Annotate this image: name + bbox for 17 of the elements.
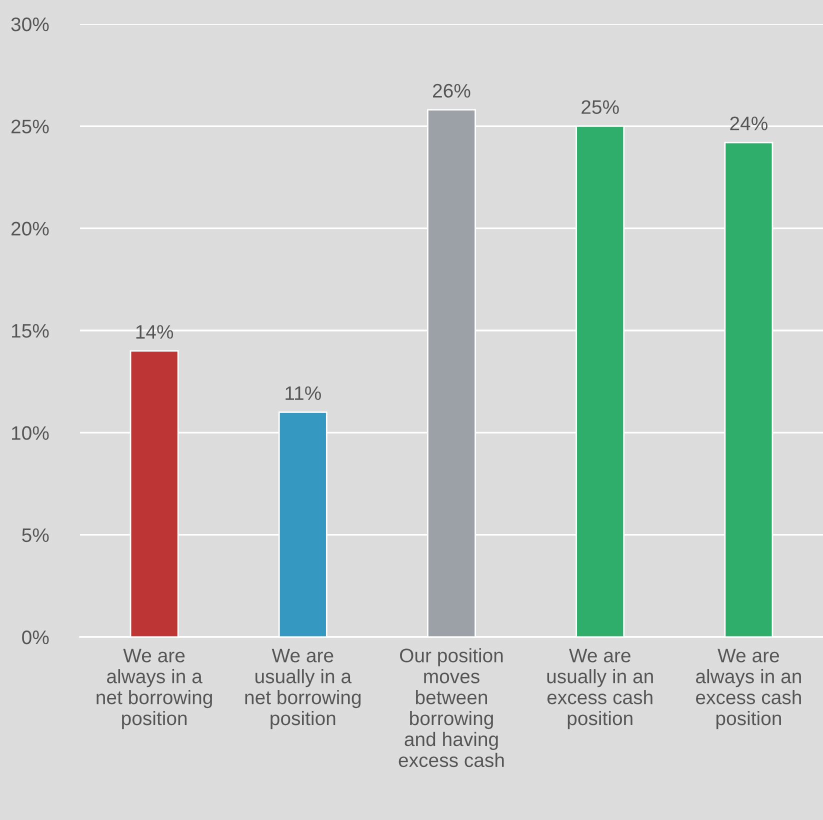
x-tick-label: We are always in an excess cash position: [696, 648, 801, 730]
x-tick-label: We are usually in an excess cash position: [547, 648, 653, 730]
y-tick-label: 30%: [11, 17, 49, 32]
data-label: 11%: [286, 386, 321, 400]
data-label: 14%: [136, 325, 174, 339]
data-label: 25%: [582, 100, 619, 114]
x-tick-label: Our position moves between borrowing and having excess cash: [398, 648, 504, 768]
y-tick-label: 10%: [12, 426, 49, 440]
y-tick-label: 5%: [22, 528, 49, 542]
data-label: 26%: [433, 84, 470, 98]
y-tick-label: 15%: [12, 324, 49, 338]
y-tick-label: 0%: [22, 630, 49, 644]
y-tick-label: 20%: [12, 222, 49, 236]
x-tick-label: We are always in a net borrowing position: [96, 648, 212, 730]
y-tick-label: 25%: [12, 120, 49, 134]
x-tick-label: We are usually in a net borrowing position: [245, 648, 361, 730]
data-label: 24%: [730, 116, 768, 130]
